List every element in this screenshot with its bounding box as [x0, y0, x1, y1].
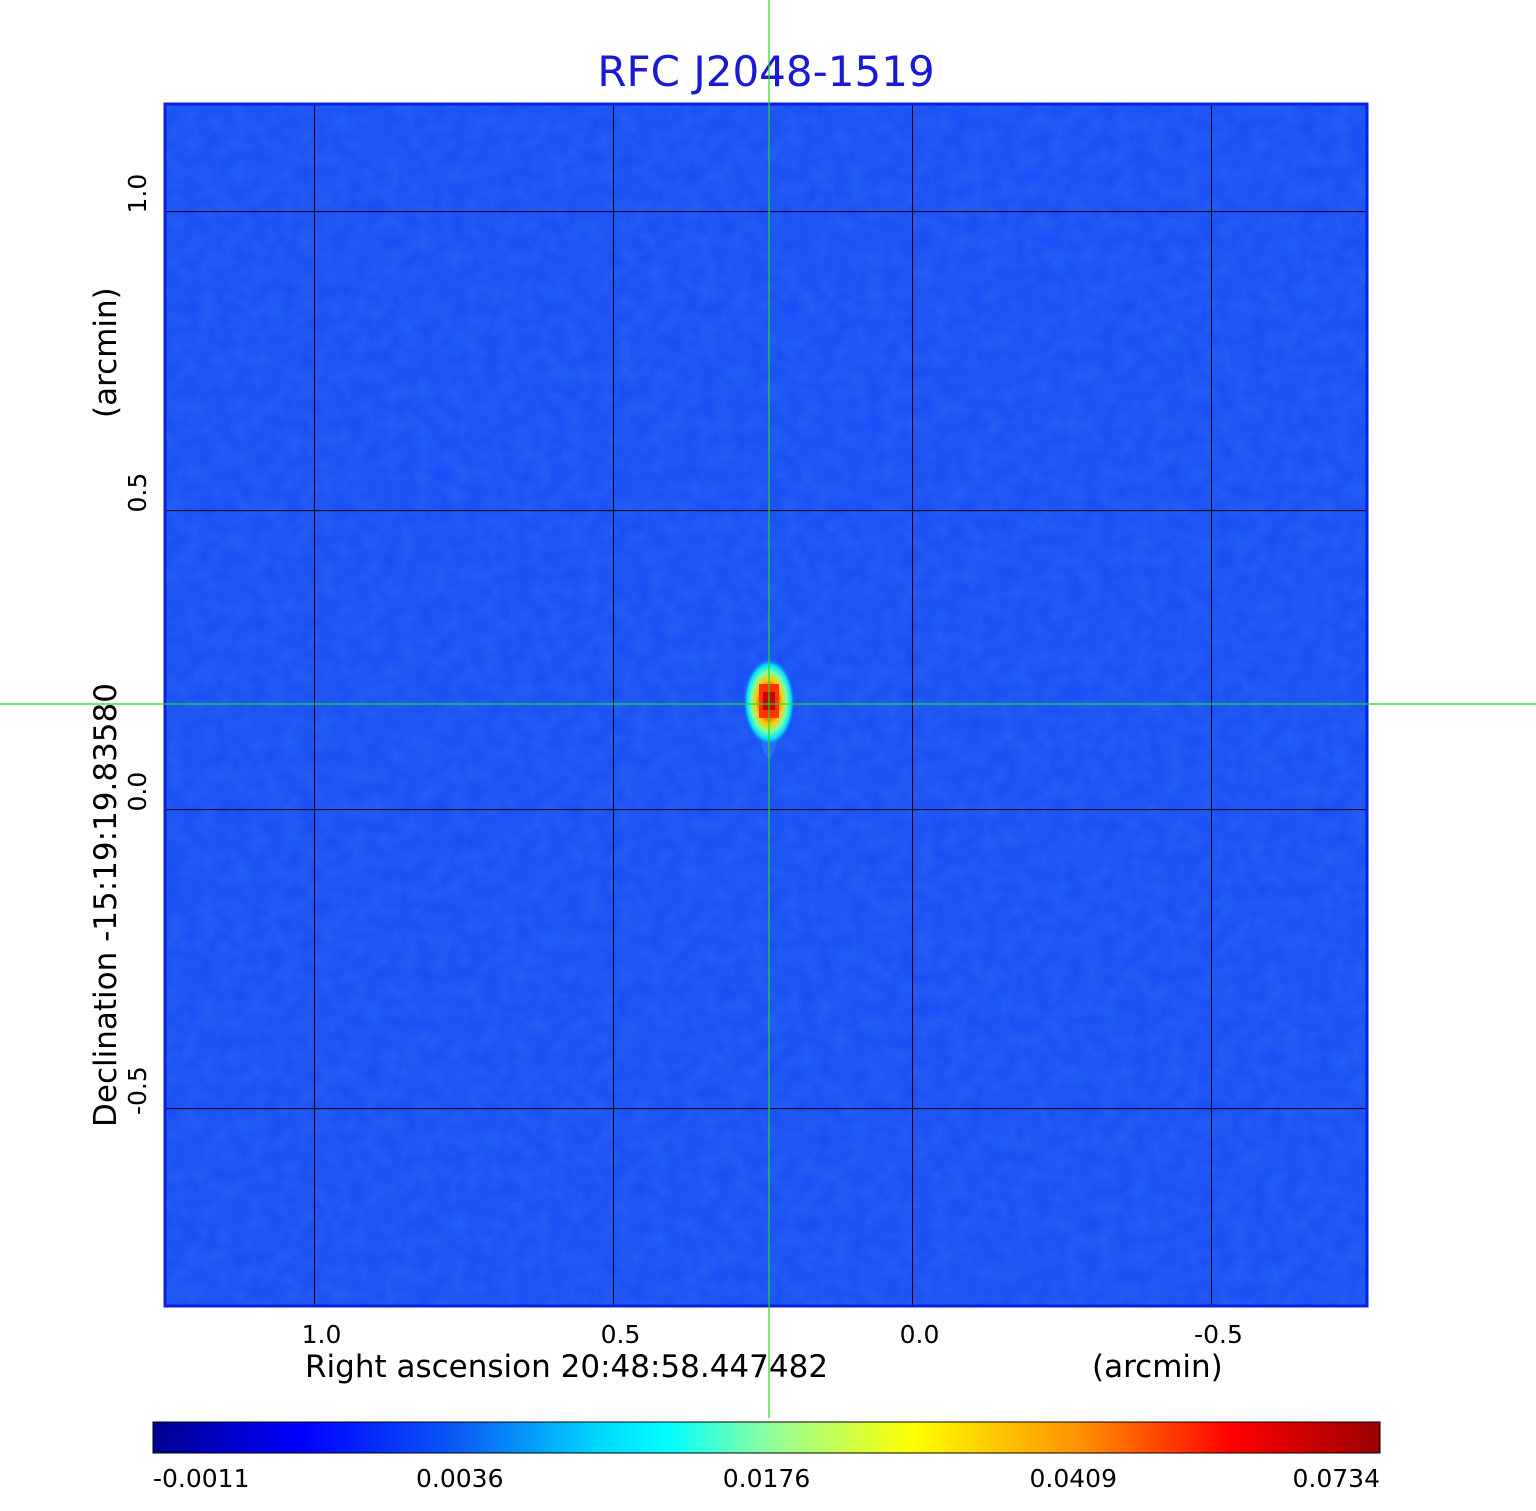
- x-tick-label: 1.0: [302, 1320, 342, 1349]
- colorbar-tick-labels: -0.0011 0.0036 0.0176 0.0409 0.0734: [153, 1464, 1380, 1493]
- y-tick-label: 0.5: [123, 473, 152, 513]
- x-axis-unit: (arcmin): [1092, 1349, 1223, 1385]
- colorbar-tick-label: -0.0011: [153, 1464, 250, 1493]
- x-tick-labels: 1.0 0.5 0.0 -0.5: [302, 1320, 1243, 1349]
- image-plot-area: [163, 102, 1369, 1308]
- colorbar-tick-label: 0.0734: [1293, 1464, 1380, 1493]
- y-tick-labels: 1.0 0.5 0.0 -0.5: [123, 174, 152, 1115]
- y-tick-label: -0.5: [123, 1066, 152, 1115]
- y-axis-label: Declination -15:19:19.83580: [88, 683, 124, 1127]
- x-tick-label: 0.5: [601, 1320, 641, 1349]
- y-tick-label: 1.0: [123, 174, 152, 214]
- crosshair: [0, 0, 1536, 1418]
- colorbar-tick-label: 0.0036: [416, 1464, 503, 1493]
- colorbar-tick-label: 0.0409: [1030, 1464, 1117, 1493]
- chart-title: RFC J2048-1519: [597, 47, 934, 96]
- x-axis-label: Right ascension 20:48:58.447482: [305, 1349, 828, 1385]
- y-tick-label: 0.0: [123, 772, 152, 812]
- y-axis-unit: (arcmin): [88, 287, 124, 418]
- x-tick-label: 0.0: [900, 1320, 940, 1349]
- grid-lines: [165, 104, 1367, 1306]
- colorbar: -0.0011 0.0036 0.0176 0.0409 0.0734: [152, 1421, 1381, 1493]
- colorbar-tick-label: 0.0176: [723, 1464, 810, 1493]
- x-tick-label: -0.5: [1194, 1320, 1243, 1349]
- plot-frame: [163, 102, 1369, 1308]
- colorbar-gradient: [152, 1421, 1381, 1454]
